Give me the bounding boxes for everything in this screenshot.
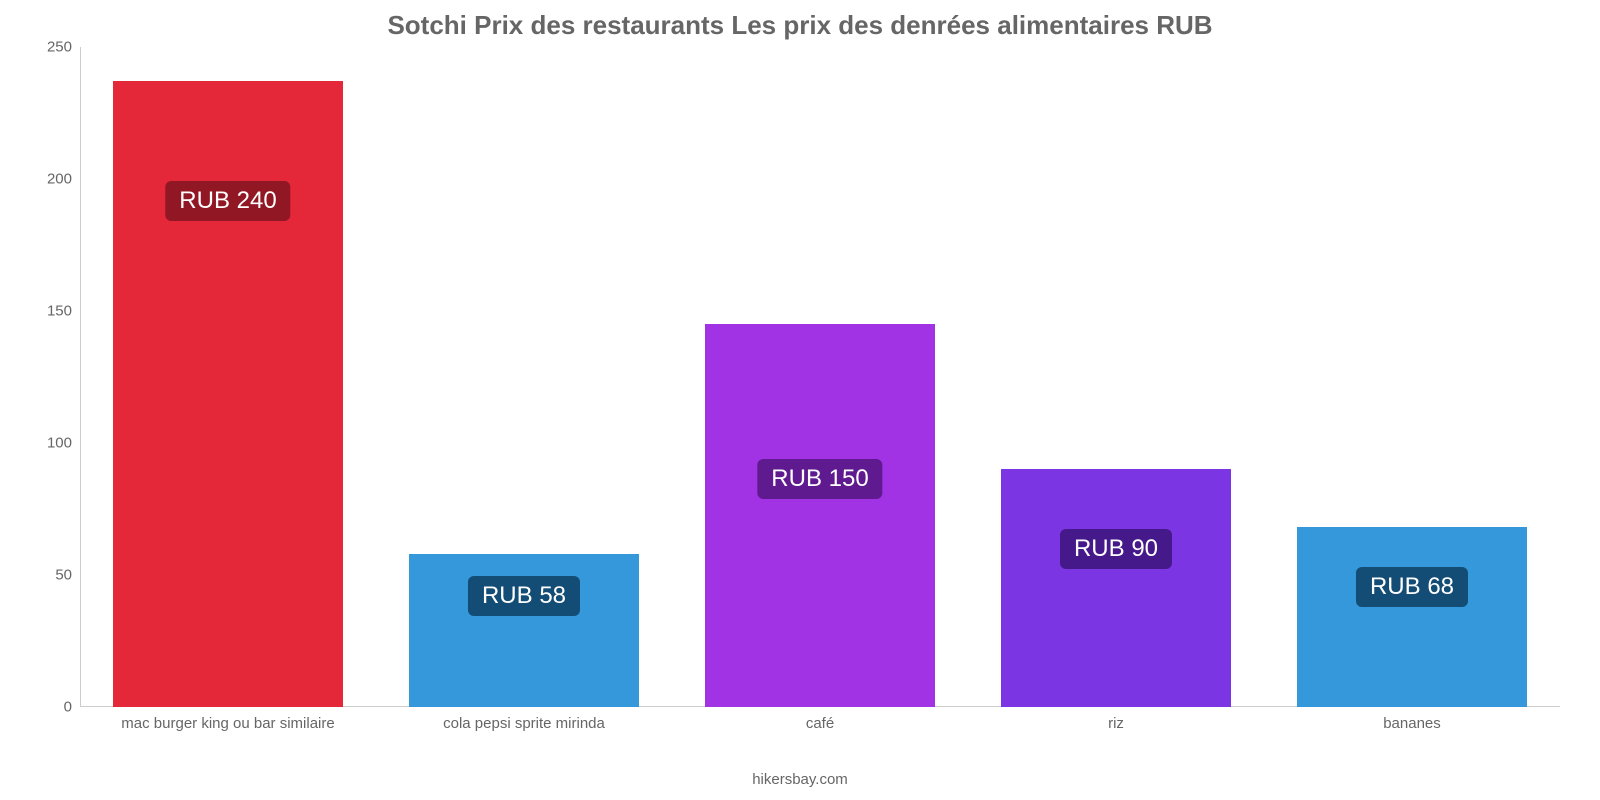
chart-container: Sotchi Prix des restaurants Les prix des… <box>0 0 1600 800</box>
chart-title: Sotchi Prix des restaurants Les prix des… <box>80 10 1560 41</box>
x-axis-label: mac burger king ou bar similaire <box>121 715 334 732</box>
y-axis-tick: 0 <box>32 699 72 716</box>
y-axis-tick: 200 <box>32 171 72 188</box>
y-axis-tick: 150 <box>32 303 72 320</box>
x-axis-label: café <box>806 715 834 732</box>
chart-credit: hikersbay.com <box>0 771 1600 788</box>
bar-value-label: RUB 150 <box>757 459 882 499</box>
bar: RUB 150 <box>705 324 936 707</box>
bar: RUB 90 <box>1001 469 1232 707</box>
x-axis-label: cola pepsi sprite mirinda <box>443 715 605 732</box>
bar-value-label: RUB 90 <box>1060 529 1172 569</box>
y-axis-tick: 50 <box>32 567 72 584</box>
x-axis-label: riz <box>1108 715 1124 732</box>
bar: RUB 68 <box>1297 527 1528 707</box>
bar-value-label: RUB 68 <box>1356 567 1468 607</box>
bar-slot: RUB 240mac burger king ou bar similaire <box>80 47 376 707</box>
bar-slot: RUB 90riz <box>968 47 1264 707</box>
y-axis-tick: 100 <box>32 435 72 452</box>
bar-slot: RUB 68bananes <box>1264 47 1560 707</box>
bars-group: RUB 240mac burger king ou bar similaireR… <box>80 47 1560 707</box>
plot-area: RUB 240mac burger king ou bar similaireR… <box>80 47 1560 707</box>
bar-slot: RUB 150café <box>672 47 968 707</box>
bar: RUB 240 <box>113 81 344 707</box>
x-axis-label: bananes <box>1383 715 1441 732</box>
bar: RUB 58 <box>409 554 640 707</box>
y-axis-tick: 250 <box>32 39 72 56</box>
bar-value-label: RUB 240 <box>165 181 290 221</box>
bar-value-label: RUB 58 <box>468 576 580 616</box>
bar-slot: RUB 58cola pepsi sprite mirinda <box>376 47 672 707</box>
